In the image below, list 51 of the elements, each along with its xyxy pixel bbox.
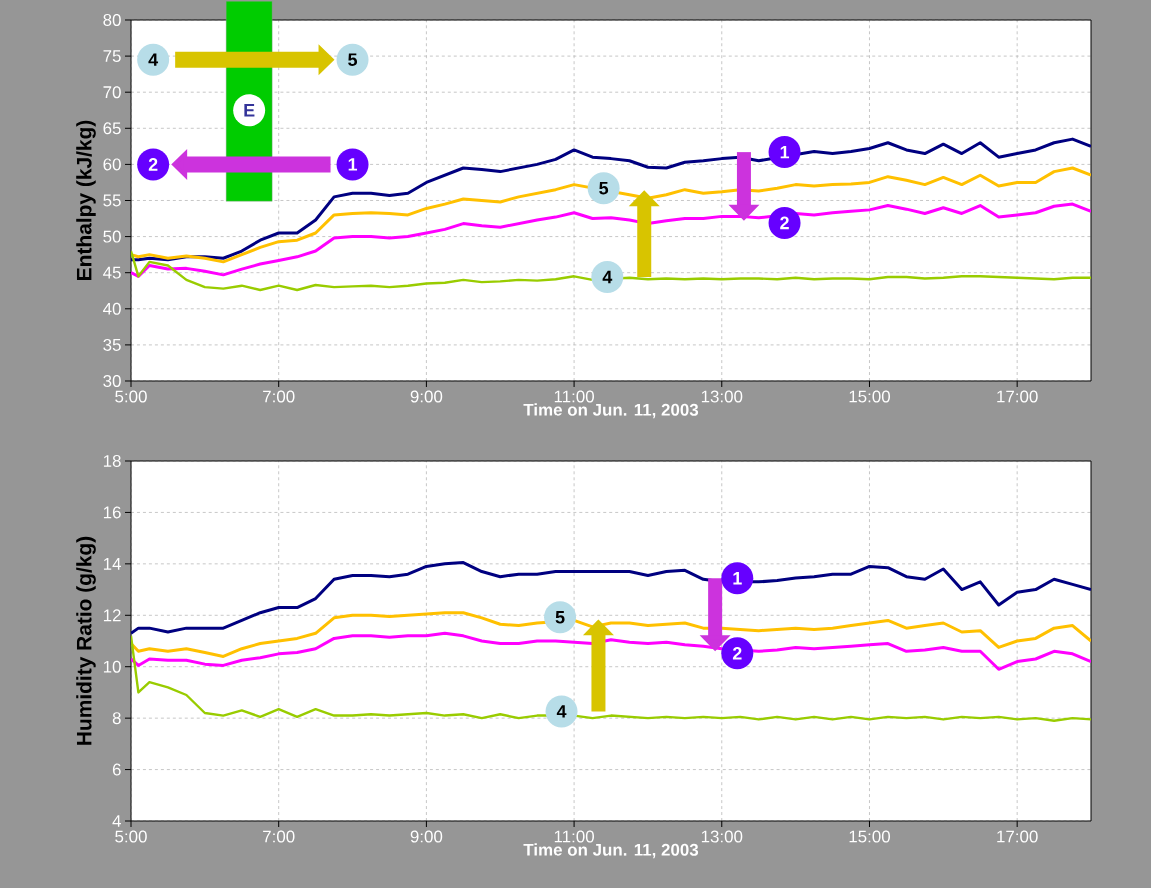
y-tick-label: 80 — [103, 13, 121, 26]
annotation: 1 — [348, 158, 358, 171]
annotation: 5 — [348, 53, 358, 66]
x-axis-title: Time on Jun. 11, 2003 — [523, 403, 699, 419]
y-axis-title: Humidity Ratio (g/kg) — [76, 536, 96, 745]
y-tick-label: 45 — [103, 266, 121, 279]
y-tick-label: 40 — [103, 302, 121, 315]
y-tick-label: 4 — [112, 815, 121, 827]
annotation: 1 — [780, 145, 790, 159]
x-tick-label: 5:00 — [115, 830, 147, 843]
x-tick-label: 17:00 — [997, 830, 1038, 843]
y-tick-label: 70 — [103, 86, 121, 99]
x-tick-label: 5:00 — [115, 390, 147, 403]
x-tick-label: 13:00 — [701, 830, 743, 843]
y-axis-title: Enthalpy (kJ/kg) — [76, 120, 96, 280]
annotation: 2 — [780, 216, 789, 230]
y-tick-label: 14 — [103, 558, 121, 570]
y-tick-label: 65 — [103, 122, 121, 135]
x-tick-label: 17:00 — [997, 390, 1038, 403]
x-tick-label: 11:00 — [554, 830, 594, 843]
y-tick-label: 50 — [103, 230, 121, 243]
y-tick-label: 35 — [103, 338, 121, 351]
y-tick-label: 10 — [103, 660, 121, 673]
x-tick-label: 15:00 — [849, 390, 890, 403]
y-tick-label: 8 — [112, 712, 121, 725]
x-tick-label: 7:00 — [263, 830, 295, 843]
line-series — [131, 631, 1092, 671]
y-tick-label: 18 — [103, 455, 121, 467]
y-tick-label: 60 — [103, 158, 121, 171]
annotation: 2 — [148, 158, 158, 171]
y-tick-label: 16 — [103, 506, 121, 519]
annotation: 4 — [602, 270, 613, 284]
y-tick-label: 55 — [103, 194, 121, 207]
annotation: 4 — [556, 705, 567, 718]
x-tick-label: 11:00 — [554, 390, 594, 403]
annotation: E — [244, 104, 255, 117]
x-tick-label: 9:00 — [410, 390, 443, 403]
x-tick-label: 15:00 — [849, 830, 890, 843]
x-axis-title: Time on Jun. 11, 2003 — [523, 843, 699, 859]
annotation: 5 — [599, 181, 609, 195]
y-tick-label: 6 — [112, 763, 121, 776]
y-tick-label: 75 — [103, 50, 121, 63]
annotation: 5 — [555, 611, 565, 624]
y-tick-label: 30 — [103, 375, 121, 387]
x-tick-label: 7:00 — [263, 390, 295, 403]
annotation: 2 — [732, 647, 742, 660]
annotation: 4 — [148, 53, 159, 66]
y-tick-label: 12 — [103, 609, 121, 622]
annotation: 1 — [733, 572, 742, 585]
x-tick-label: 13:00 — [701, 390, 743, 403]
x-tick-label: 9:00 — [410, 830, 443, 843]
